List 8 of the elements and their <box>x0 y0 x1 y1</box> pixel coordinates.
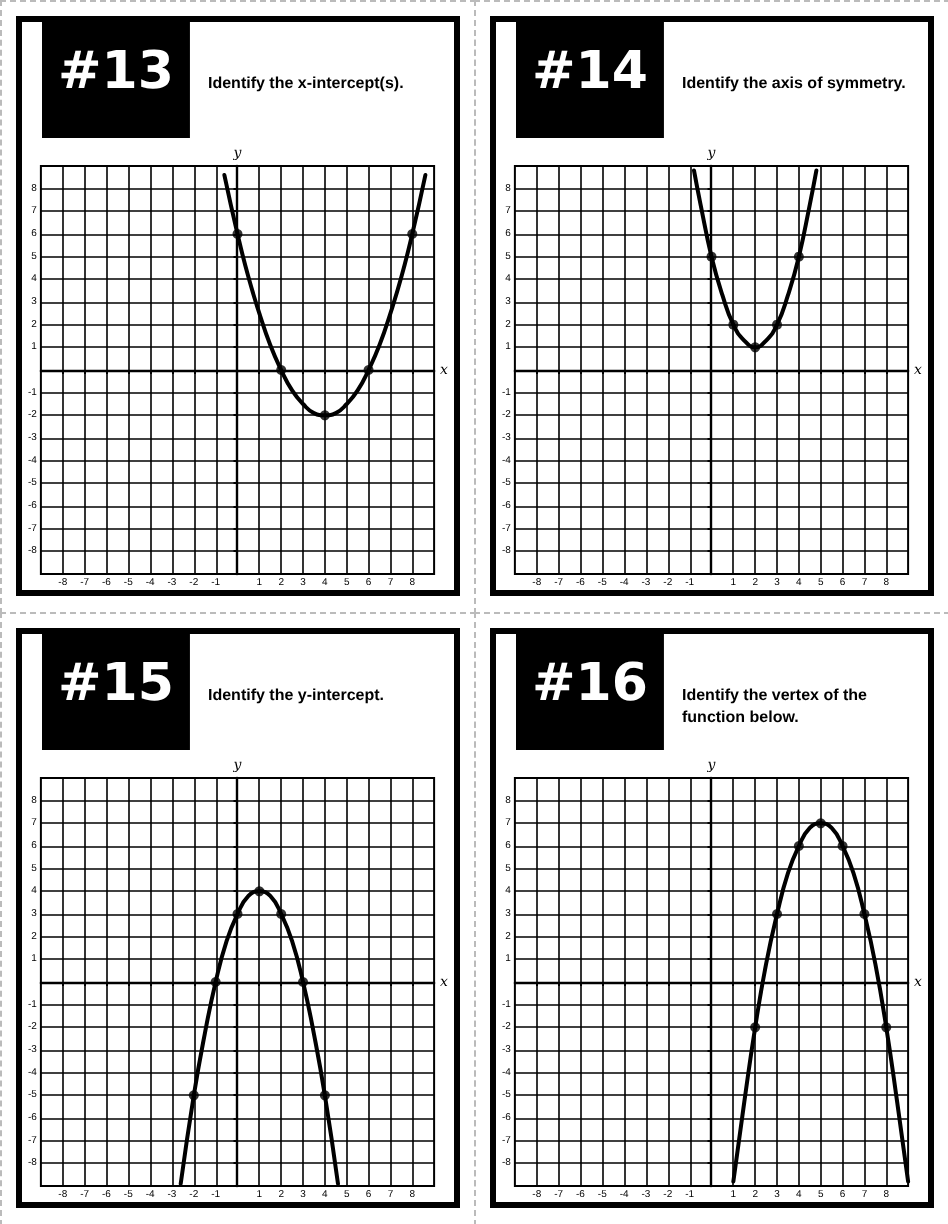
chart-title: #15 <box>58 654 174 714</box>
chart-subtitle: Identify the vertex of the function below. <box>682 686 872 726</box>
chart-title: #13 <box>58 42 174 102</box>
chart-title: #14 <box>532 42 648 102</box>
chart-subtitle: Identify the y-intercept. <box>208 686 385 704</box>
chart-subtitle: Identify the x-intercept(s). <box>208 74 404 92</box>
chart-subtitle: Identify the axis of symmetry. <box>682 74 906 92</box>
chart-title: #16 <box>532 654 648 714</box>
